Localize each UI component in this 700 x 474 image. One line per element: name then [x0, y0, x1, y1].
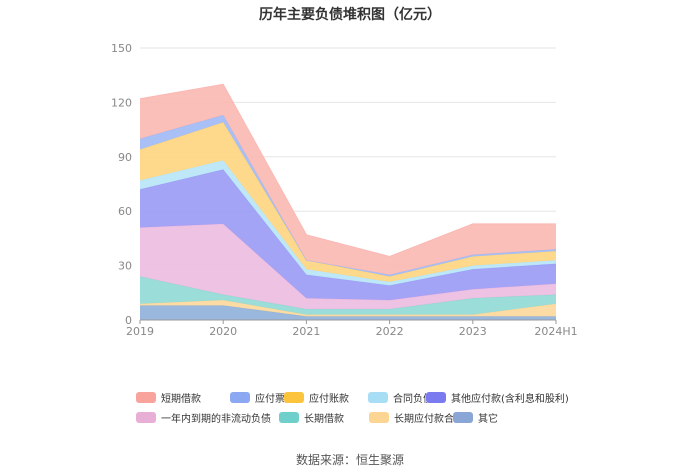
legend-swatch	[279, 412, 299, 423]
series-0-area	[140, 305, 556, 320]
legend-swatch	[368, 392, 388, 403]
legend-item[interactable]: 应付账款	[284, 390, 349, 405]
series-7-area	[140, 115, 556, 277]
legend-label: 一年内到期的非流动负债	[161, 414, 271, 425]
series-8-area	[140, 84, 556, 275]
legend-label: 应付账款	[309, 394, 349, 405]
legend-item[interactable]: 长期借款	[279, 410, 344, 425]
legend-label: 其它	[478, 414, 498, 425]
chart-title: 历年主要负债堆积图（亿元）	[259, 7, 441, 23]
y-tick-label: 150	[111, 42, 132, 55]
x-tick-label: 2019	[126, 325, 154, 338]
y-tick-label: 0	[125, 314, 132, 327]
legend-swatch	[136, 392, 156, 403]
legend-item[interactable]: 长期应付款合计	[369, 410, 464, 425]
legend-label: 合同负债	[393, 394, 433, 405]
legend-item[interactable]: 其它	[453, 410, 498, 425]
legend-swatch	[426, 392, 446, 403]
legend-item[interactable]: 短期借款	[136, 390, 201, 405]
x-tick-label: 2022	[376, 325, 404, 338]
legend-item[interactable]: 其他应付款(含利息和股利)	[426, 390, 569, 405]
legend-label: 其他应付款(含利息和股利)	[451, 394, 569, 405]
data-source: 数据来源：恒生聚源	[295, 453, 404, 467]
x-tick-label: 2021	[292, 325, 320, 338]
y-tick-label: 30	[118, 260, 132, 273]
series-8-line	[139, 83, 556, 258]
series-3-area	[140, 223, 556, 310]
legend-swatch	[453, 412, 473, 423]
legend-label: 长期应付款合计	[394, 414, 464, 425]
x-tick-label: 2023	[459, 325, 487, 338]
legend-swatch	[369, 412, 389, 423]
legend-label: 长期借款	[304, 414, 344, 425]
x-tick-label: 2024H1	[534, 325, 577, 338]
legend-item[interactable]: 合同负债	[368, 390, 433, 405]
legend-swatch	[230, 392, 250, 403]
legend-item[interactable]: 应付票据	[230, 390, 295, 405]
legend-swatch	[136, 412, 156, 423]
y-tick-label: 120	[111, 96, 132, 109]
series-6-area	[140, 122, 556, 282]
y-tick-label: 60	[118, 205, 132, 218]
series-2-area	[140, 276, 556, 315]
legend-label: 应付票据	[255, 394, 295, 405]
legend-swatch	[284, 392, 304, 403]
legend-label: 短期借款	[161, 394, 201, 405]
y-tick-label: 90	[118, 151, 132, 164]
series-4-area	[140, 169, 556, 301]
legend-item[interactable]: 一年内到期的非流动负债	[136, 410, 271, 425]
series-5-area	[140, 160, 556, 286]
x-tick-label: 2020	[209, 325, 237, 338]
